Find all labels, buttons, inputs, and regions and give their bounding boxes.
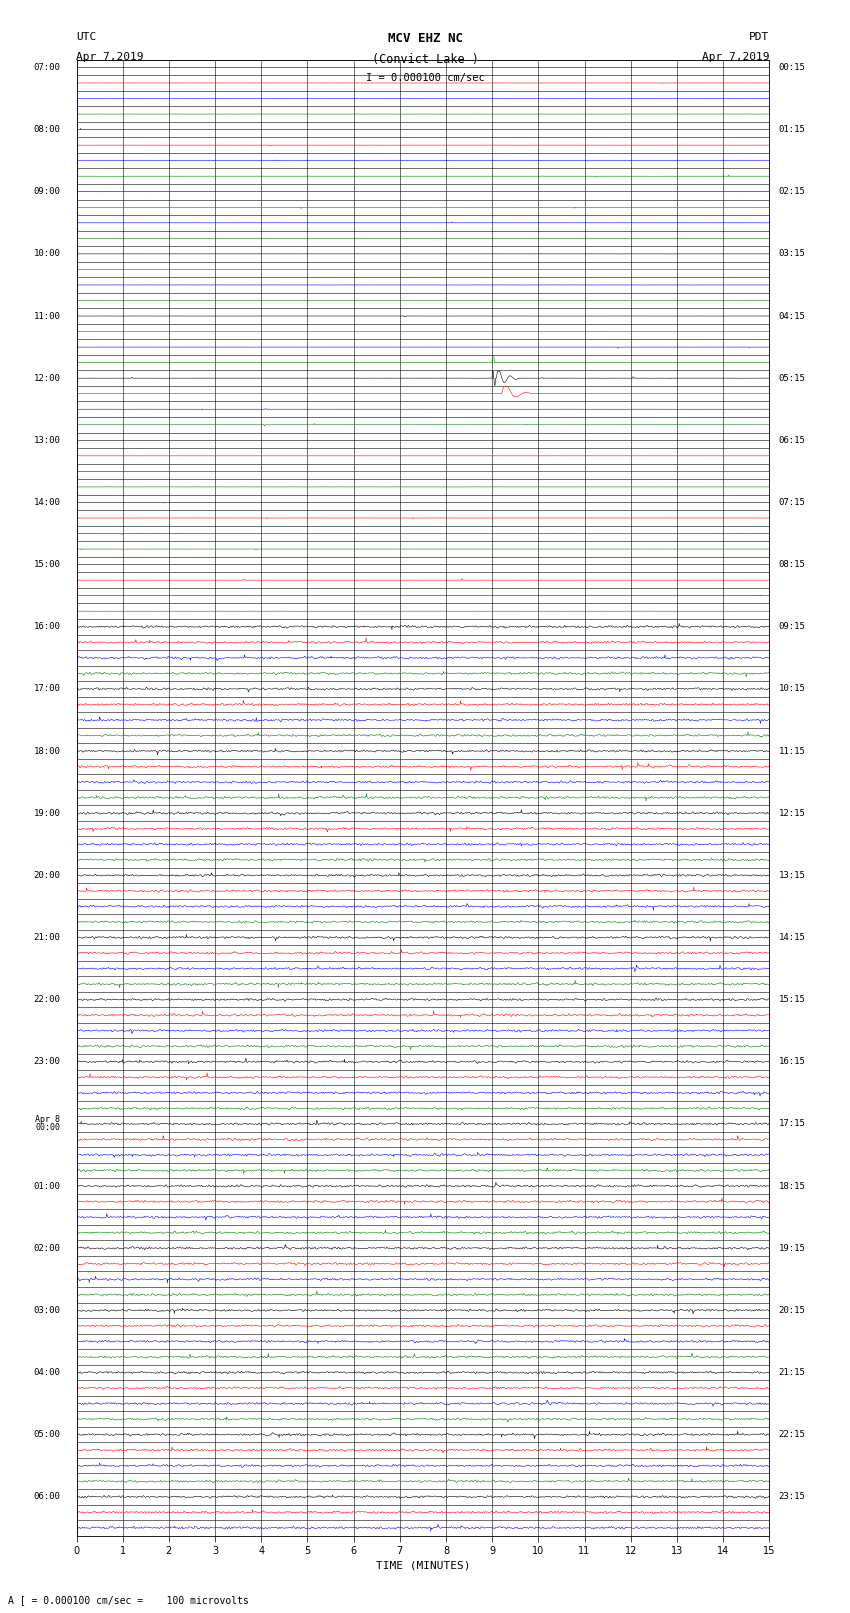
Text: 00:00: 00:00 bbox=[36, 1123, 60, 1132]
Text: 19:15: 19:15 bbox=[779, 1244, 805, 1253]
Text: 19:00: 19:00 bbox=[33, 808, 60, 818]
Text: 08:00: 08:00 bbox=[33, 126, 60, 134]
Text: 05:15: 05:15 bbox=[779, 374, 805, 382]
Text: 06:00: 06:00 bbox=[33, 1492, 60, 1502]
Text: PDT: PDT bbox=[749, 32, 769, 42]
Text: 10:00: 10:00 bbox=[33, 250, 60, 258]
Text: 14:15: 14:15 bbox=[779, 932, 805, 942]
Text: 09:15: 09:15 bbox=[779, 623, 805, 631]
X-axis label: TIME (MINUTES): TIME (MINUTES) bbox=[376, 1560, 470, 1569]
Text: 13:00: 13:00 bbox=[33, 436, 60, 445]
Text: 01:15: 01:15 bbox=[779, 126, 805, 134]
Text: 12:00: 12:00 bbox=[33, 374, 60, 382]
Text: 15:15: 15:15 bbox=[779, 995, 805, 1005]
Text: 07:15: 07:15 bbox=[779, 498, 805, 506]
Text: 08:15: 08:15 bbox=[779, 560, 805, 569]
Text: 11:15: 11:15 bbox=[779, 747, 805, 755]
Text: Apr 7,2019: Apr 7,2019 bbox=[76, 52, 144, 61]
Text: 06:15: 06:15 bbox=[779, 436, 805, 445]
Text: 03:15: 03:15 bbox=[779, 250, 805, 258]
Text: A [ = 0.000100 cm/sec =    100 microvolts: A [ = 0.000100 cm/sec = 100 microvolts bbox=[8, 1595, 249, 1605]
Text: 01:00: 01:00 bbox=[33, 1181, 60, 1190]
Text: (Convict Lake ): (Convict Lake ) bbox=[371, 53, 479, 66]
Text: 04:15: 04:15 bbox=[779, 311, 805, 321]
Text: 21:00: 21:00 bbox=[33, 932, 60, 942]
Text: 15:00: 15:00 bbox=[33, 560, 60, 569]
Text: 09:00: 09:00 bbox=[33, 187, 60, 197]
Text: 07:00: 07:00 bbox=[33, 63, 60, 73]
Text: 11:00: 11:00 bbox=[33, 311, 60, 321]
Text: 18:00: 18:00 bbox=[33, 747, 60, 755]
Text: 20:00: 20:00 bbox=[33, 871, 60, 879]
Text: I = 0.000100 cm/sec: I = 0.000100 cm/sec bbox=[366, 73, 484, 82]
Text: Apr 7,2019: Apr 7,2019 bbox=[702, 52, 769, 61]
Text: 16:15: 16:15 bbox=[779, 1057, 805, 1066]
Text: 05:00: 05:00 bbox=[33, 1431, 60, 1439]
Text: 12:15: 12:15 bbox=[779, 808, 805, 818]
Text: 16:00: 16:00 bbox=[33, 623, 60, 631]
Text: 03:00: 03:00 bbox=[33, 1307, 60, 1315]
Text: 23:00: 23:00 bbox=[33, 1057, 60, 1066]
Text: 18:15: 18:15 bbox=[779, 1181, 805, 1190]
Text: 14:00: 14:00 bbox=[33, 498, 60, 506]
Text: UTC: UTC bbox=[76, 32, 97, 42]
Text: 22:00: 22:00 bbox=[33, 995, 60, 1005]
Text: Apr 8: Apr 8 bbox=[36, 1116, 60, 1124]
Text: 02:00: 02:00 bbox=[33, 1244, 60, 1253]
Text: 10:15: 10:15 bbox=[779, 684, 805, 694]
Text: 21:15: 21:15 bbox=[779, 1368, 805, 1378]
Text: 04:00: 04:00 bbox=[33, 1368, 60, 1378]
Text: 02:15: 02:15 bbox=[779, 187, 805, 197]
Text: 13:15: 13:15 bbox=[779, 871, 805, 879]
Text: 23:15: 23:15 bbox=[779, 1492, 805, 1502]
Text: 17:15: 17:15 bbox=[779, 1119, 805, 1129]
Text: 17:00: 17:00 bbox=[33, 684, 60, 694]
Text: MCV EHZ NC: MCV EHZ NC bbox=[388, 32, 462, 45]
Text: 22:15: 22:15 bbox=[779, 1431, 805, 1439]
Text: 20:15: 20:15 bbox=[779, 1307, 805, 1315]
Text: 00:15: 00:15 bbox=[779, 63, 805, 73]
